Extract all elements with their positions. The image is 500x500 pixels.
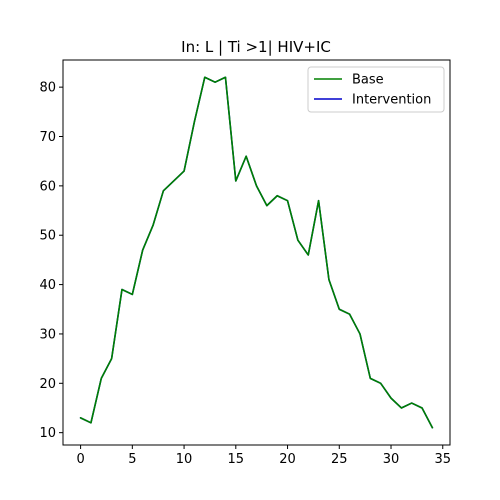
series-line-base [79, 76, 434, 429]
x-tick-label: 20 [279, 452, 296, 467]
legend-label-intervention: Intervention [352, 93, 431, 108]
chart-title: In: L | Ti >1| HIV+IC [181, 38, 331, 56]
y-tick-label: 30 [39, 327, 56, 342]
y-tick-label: 40 [39, 278, 56, 293]
plot-frame [62, 59, 451, 446]
legend-label-base: Base [352, 73, 384, 88]
x-tick-label: 0 [76, 452, 84, 467]
y-tick-label: 50 [39, 229, 56, 244]
y-tick-label: 70 [39, 130, 56, 145]
y-tick-label: 10 [39, 426, 56, 441]
x-tick-label: 5 [128, 452, 136, 467]
x-tick-label: 35 [434, 452, 451, 467]
y-tick-label: 60 [39, 179, 56, 194]
x-tick-label: 30 [383, 452, 400, 467]
y-tick-label: 20 [39, 377, 56, 392]
x-tick-label: 10 [176, 452, 193, 467]
x-tick-label: 15 [228, 452, 245, 467]
x-tick-label: 25 [331, 452, 348, 467]
y-tick-label: 80 [39, 81, 56, 96]
